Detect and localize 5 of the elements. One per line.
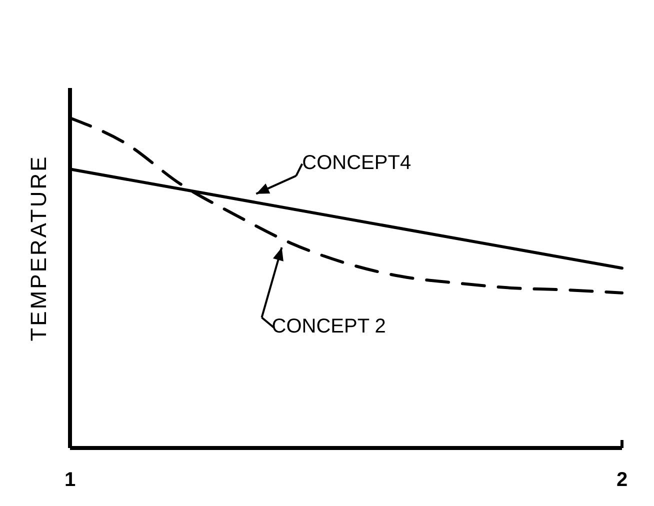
legend-label: CONCEPT4 xyxy=(302,152,412,174)
legend-label: CONCEPT 2 xyxy=(272,316,386,338)
y-axis-title: TEMPERATURE xyxy=(26,154,51,342)
x-tick-label: 2 xyxy=(616,469,628,491)
x-tick-label: 1 xyxy=(64,469,76,491)
